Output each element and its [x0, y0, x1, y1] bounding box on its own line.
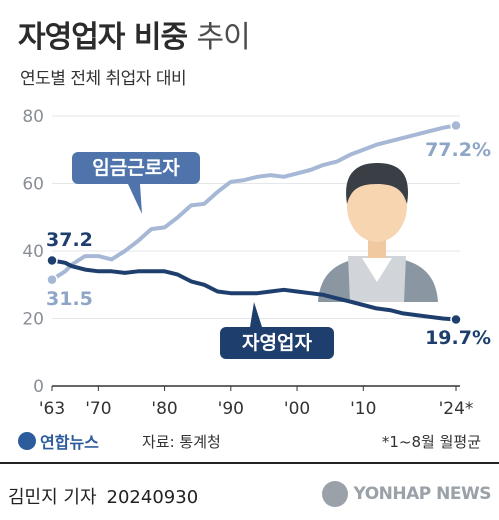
subtitle: 연도별 전체 취업자 대비 — [20, 69, 187, 89]
series-line-1 — [50, 258, 458, 322]
yonhap-logo: 연합뉴스 — [18, 429, 99, 453]
y-tick-label: 60 — [22, 175, 44, 195]
publish-date: 20240930 — [106, 487, 199, 508]
x-axis-ticks: '63 '70 '80 '90 '00 '10 '24* — [39, 386, 474, 419]
x-tick-label: '24* — [439, 399, 474, 419]
reporter-name: 김민지 기자 — [8, 487, 97, 508]
y-tick-label: 80 — [22, 107, 44, 127]
y-tick-label: 40 — [22, 242, 44, 262]
grid — [52, 115, 460, 387]
footer-divider — [0, 462, 499, 464]
footnote: *1~8월 월평균 — [381, 433, 481, 451]
series-label-self: 자영업자 — [220, 302, 334, 359]
y-tick-label: 0 — [33, 377, 44, 397]
series-lines — [50, 123, 458, 322]
title-light: 추이 — [196, 20, 251, 55]
series-line-0 — [50, 123, 458, 282]
source-note: 자료: 통계청 — [142, 433, 221, 451]
data-point-marker — [450, 119, 462, 132]
data-point-marker — [450, 313, 462, 326]
data-point-marker — [46, 254, 58, 267]
title-main: 자영업자 비중 — [18, 20, 188, 55]
data-point-marker — [46, 273, 58, 286]
x-tick-label: '70 — [85, 399, 111, 419]
label-wage-earners: 임금근로자 — [92, 157, 180, 179]
value-wage-end: 77.2% — [425, 139, 491, 161]
x-tick-label: '10 — [350, 399, 376, 419]
agency-mark-icon — [321, 481, 348, 507]
x-tick-label: '00 — [284, 399, 310, 419]
y-tick-label: 20 — [22, 310, 44, 330]
series-label-wage: 임금근로자 — [72, 152, 200, 214]
byline: 김민지 기자 20240930 — [8, 483, 198, 509]
y-axis-ticks: 0 20 40 60 80 — [22, 107, 44, 397]
value-self-start: 37.2 — [46, 229, 93, 251]
value-self-end: 19.7% — [425, 327, 491, 349]
label-self-employed: 자영업자 — [242, 332, 312, 354]
page-title: 자영업자 비중 추이 — [18, 12, 251, 56]
logo-mark-icon — [18, 432, 36, 450]
series-markers — [46, 119, 462, 326]
x-tick-label: '80 — [151, 399, 177, 419]
agency-watermark: YONHAP NEWS — [321, 481, 492, 507]
line-chart: 0 20 40 60 80 '63 '70 '80 '90 '00 '10 '24* 임금근로자 자… — [22, 107, 491, 419]
agency-name: YONHAP NEWS — [353, 484, 492, 504]
logo-text: 연합뉴스 — [40, 433, 99, 452]
x-tick-label: '90 — [218, 399, 244, 419]
x-tick-label: '63 — [39, 399, 65, 419]
value-wage-start: 31.5 — [46, 288, 93, 310]
worker-illustration — [318, 163, 438, 302]
